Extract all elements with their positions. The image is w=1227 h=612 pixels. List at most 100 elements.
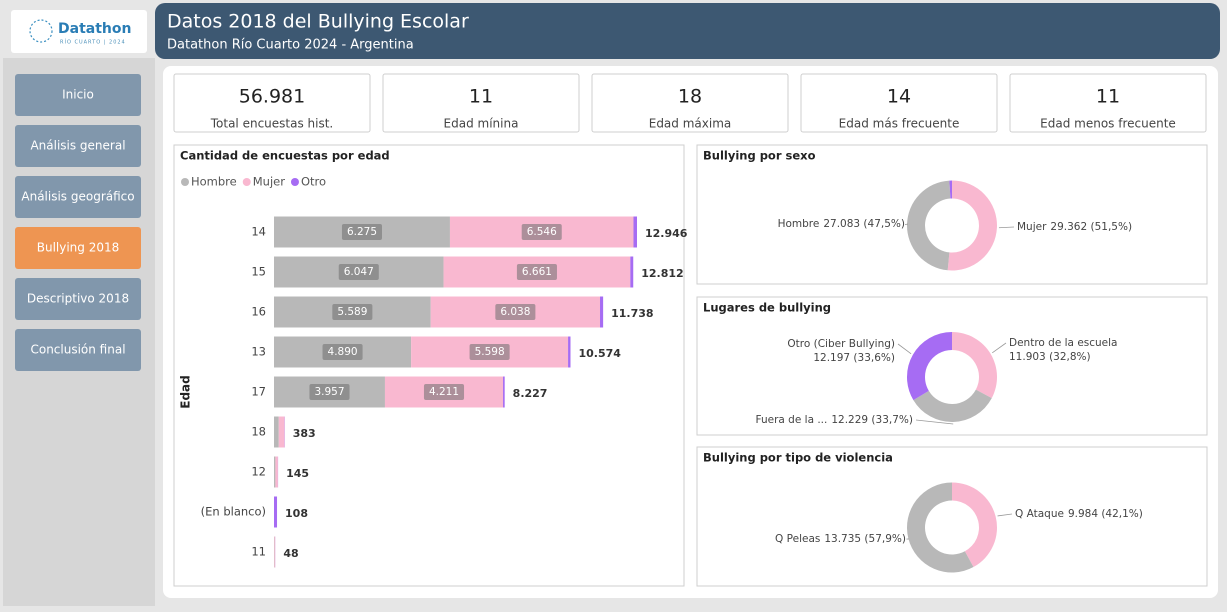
slice-category: Q Ataque: [1015, 508, 1064, 520]
bar-segment: [568, 336, 571, 368]
kpi-value: 18: [678, 86, 702, 108]
total-label: 383: [293, 427, 316, 440]
data-label-bg: [332, 304, 373, 320]
donut-panel: [696, 296, 1208, 436]
kpi-card: [382, 73, 580, 133]
nav-button[interactable]: Conclusión final: [15, 329, 141, 371]
slice-value: 29.362 (51,5%): [1050, 221, 1132, 233]
total-label: 12.812: [641, 267, 683, 280]
legend-label: Mujer: [253, 175, 285, 189]
data-label-bg: [341, 224, 383, 240]
leader-line: [904, 223, 909, 226]
leader-line: [992, 342, 1007, 354]
page-title: Datos 2018 del Bullying Escolar: [167, 11, 469, 33]
nav-button-bg[interactable]: [15, 125, 141, 167]
slice-value: 11.903 (32,8%): [1009, 351, 1091, 363]
page-subtitle: Datathon Río Cuarto 2024 - Argentina: [167, 38, 414, 53]
legend-marker: [242, 178, 251, 186]
data-label-bg: [516, 264, 557, 280]
data-label: 6.546: [527, 226, 557, 238]
nav-label[interactable]: Análisis geográfico: [21, 190, 134, 204]
chart-title: Cantidad de encuestas por edad: [180, 149, 390, 163]
kpi-card: [173, 73, 371, 133]
y-tick-label: 15: [251, 265, 266, 279]
donut-slice: [949, 180, 952, 199]
donut-slice: [947, 180, 998, 271]
slice-category: Mujer: [1017, 221, 1047, 233]
total-label: 12.946: [645, 227, 688, 240]
leader-line: [897, 343, 912, 355]
bar-segment: [274, 496, 278, 528]
leader-line: [915, 419, 954, 425]
donut-slice: [913, 389, 992, 422]
donut-slice: [952, 482, 997, 568]
legend-label: Otro: [301, 175, 326, 189]
bar-segment: [633, 216, 637, 248]
data-label: 5.589: [337, 306, 367, 318]
leader-line: [997, 513, 1013, 517]
nav-label[interactable]: Conclusión final: [30, 343, 125, 357]
nav-button[interactable]: Descriptivo 2018: [15, 278, 141, 320]
y-tick-label: 18: [251, 425, 266, 439]
data-label-bg: [423, 384, 465, 400]
slice-value: 13.735 (57,9%): [824, 533, 906, 545]
bar-segment: [274, 416, 279, 448]
bar-segment: [503, 376, 505, 408]
logo-text: Datathon: [58, 21, 131, 37]
nav-button[interactable]: Inicio: [15, 74, 141, 116]
chart-title: Bullying por sexo: [703, 149, 816, 163]
data-label-bg: [495, 304, 536, 320]
nav-button[interactable]: Análisis general: [15, 125, 141, 167]
kpi-label: Edad más frecuente: [839, 117, 960, 131]
data-label: 6.661: [522, 266, 552, 278]
kpi-value: 14: [887, 86, 911, 108]
data-label-bg: [338, 264, 379, 280]
y-tick-label: (En blanco): [201, 505, 266, 519]
slice-label: Hombre 27.083 (47,5%): [778, 218, 905, 230]
y-tick-label: 14: [251, 225, 266, 239]
slice-category: Q Peleas: [775, 533, 820, 545]
nav-label[interactable]: Inicio: [62, 88, 94, 102]
slice-category: Fuera de la ...: [756, 414, 828, 426]
bar-segment: [274, 456, 276, 488]
nav-button-bg[interactable]: [15, 329, 141, 371]
data-label: 6.047: [344, 266, 374, 278]
nav-label[interactable]: Descriptivo 2018: [27, 292, 129, 306]
nav-button[interactable]: Análisis geográfico: [15, 176, 141, 218]
logo-icon: [29, 19, 53, 43]
slice-value: 12.197 (33,6%): [813, 352, 895, 364]
data-label-bg: [309, 384, 350, 400]
kpi-value: 56.981: [239, 86, 305, 108]
nav-button-bg[interactable]: [15, 278, 141, 320]
y-tick-label: 13: [251, 345, 266, 359]
nav-label[interactable]: Bullying 2018: [37, 241, 120, 255]
nav-button-bg[interactable]: [15, 227, 141, 269]
total-label: 10.574: [578, 347, 621, 360]
slice-category: Dentro de la escuela: [1009, 337, 1118, 349]
slice-category: Otro (Ciber Bullying): [787, 338, 895, 350]
legend-marker: [181, 178, 189, 186]
slice-value: 9.984 (42,1%): [1068, 508, 1143, 520]
nav-button[interactable]: Bullying 2018: [15, 227, 141, 269]
data-label: 4.211: [429, 386, 459, 398]
data-label-bg: [469, 344, 510, 360]
logo-tagline: RÍO CUARTO | 2024: [60, 39, 126, 46]
nav-label[interactable]: Análisis general: [30, 139, 125, 153]
kpi-value: 11: [469, 86, 493, 108]
bar-segment: [274, 536, 276, 568]
kpi-label: Edad mínina: [444, 117, 519, 131]
nav-button-bg[interactable]: [15, 176, 141, 218]
slice-label: Fuera de la ... 12.229 (33,7%): [756, 414, 913, 426]
data-label-bg: [521, 224, 562, 240]
kpi-label: Edad máxima: [649, 117, 732, 131]
donut-slice: [906, 482, 974, 573]
header-bar: [155, 3, 1220, 59]
y-tick-label: 17: [251, 385, 266, 399]
kpi-value: 11: [1096, 86, 1120, 108]
total-label: 8.227: [513, 387, 548, 400]
nav-button-bg[interactable]: [15, 74, 141, 116]
y-tick-label: 16: [251, 305, 266, 319]
data-label: 3.957: [314, 386, 344, 398]
